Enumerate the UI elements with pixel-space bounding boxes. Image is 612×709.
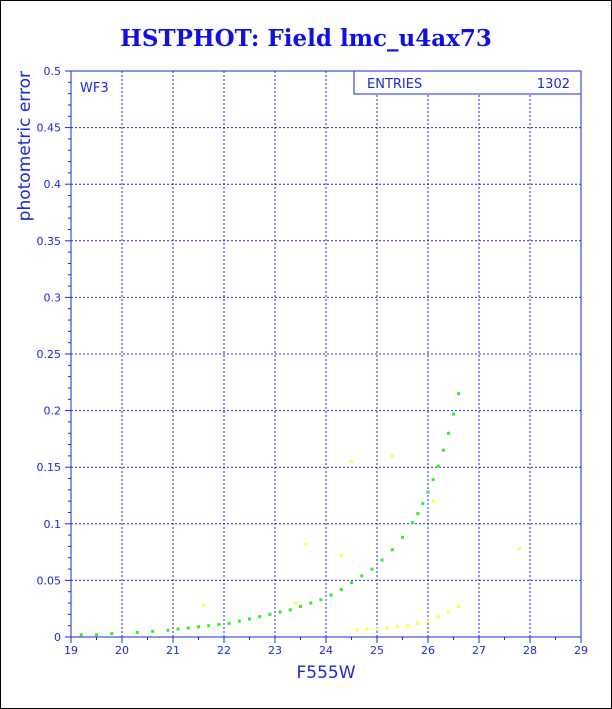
data-point bbox=[166, 628, 170, 632]
x-tick-label: 21 bbox=[166, 644, 180, 657]
data-point bbox=[248, 617, 251, 621]
data-point bbox=[339, 587, 343, 591]
x-tick-label: 27 bbox=[472, 644, 486, 657]
data-point bbox=[207, 624, 211, 628]
data-point bbox=[411, 521, 415, 525]
x-tick-label: 20 bbox=[115, 644, 129, 657]
data-point bbox=[339, 553, 343, 557]
data-point bbox=[110, 632, 114, 636]
data-point bbox=[518, 547, 522, 551]
data-point bbox=[268, 612, 272, 616]
data-point bbox=[304, 542, 308, 546]
x-tick-label: 19 bbox=[64, 644, 78, 657]
data-point bbox=[390, 548, 394, 552]
data-point bbox=[365, 627, 369, 631]
data-point bbox=[390, 454, 394, 458]
data-point bbox=[278, 610, 282, 614]
data-point bbox=[457, 604, 461, 608]
y-tick-label: 0.2 bbox=[44, 405, 62, 418]
data-point bbox=[79, 633, 83, 637]
data-point bbox=[258, 615, 262, 619]
data-point bbox=[360, 574, 364, 578]
data-point bbox=[227, 621, 231, 625]
data-point bbox=[350, 581, 353, 585]
y-tick-label: 0.25 bbox=[37, 348, 62, 361]
data-point bbox=[385, 626, 389, 630]
x-tick-label: 23 bbox=[268, 644, 282, 657]
y-tick-label: 0.35 bbox=[37, 235, 62, 248]
y-tick-label: 0.15 bbox=[37, 461, 62, 474]
data-point bbox=[95, 633, 98, 637]
y-axis-ticks: 0 0.05 0.1 0.15 0.2 0.25 0.3 0.35 0.4 0.45 0.5 bbox=[37, 65, 71, 644]
x-tick-label: 26 bbox=[421, 644, 435, 657]
panel-label: WF3 bbox=[80, 81, 109, 96]
y-tick-label: 0.3 bbox=[44, 291, 62, 304]
data-point bbox=[446, 610, 450, 614]
x-tick-label: 28 bbox=[523, 644, 537, 657]
data-point bbox=[288, 608, 292, 612]
data-point bbox=[186, 626, 190, 630]
data-point bbox=[395, 625, 399, 629]
y-tick-label: 0 bbox=[54, 631, 61, 644]
data-point bbox=[441, 448, 445, 452]
y-tick-label: 0.05 bbox=[37, 574, 62, 587]
x-tick-label: 24 bbox=[319, 644, 333, 657]
data-point bbox=[202, 603, 206, 607]
data-point bbox=[436, 464, 440, 468]
x-axis-label: F555W bbox=[296, 663, 355, 683]
x-tick-label: 29 bbox=[574, 644, 588, 657]
data-point bbox=[319, 598, 323, 602]
stats-entries-label: ENTRIES bbox=[367, 77, 422, 92]
data-point bbox=[446, 431, 450, 435]
y-tick-label: 0.4 bbox=[44, 178, 62, 191]
data-point bbox=[426, 619, 430, 623]
grid bbox=[71, 71, 581, 637]
data-point bbox=[452, 412, 455, 416]
data-point bbox=[457, 392, 461, 396]
data-point bbox=[421, 501, 425, 505]
data-point bbox=[431, 478, 435, 482]
data-point bbox=[151, 629, 155, 633]
data-points bbox=[79, 392, 522, 637]
x-tick-label: 25 bbox=[370, 644, 384, 657]
data-point bbox=[329, 593, 333, 597]
data-point bbox=[436, 615, 440, 619]
data-point bbox=[176, 627, 180, 631]
data-point bbox=[197, 625, 200, 629]
data-point bbox=[416, 621, 420, 625]
data-point bbox=[375, 627, 379, 631]
data-point bbox=[309, 601, 313, 605]
data-point bbox=[370, 567, 374, 571]
data-point bbox=[406, 624, 410, 628]
data-point bbox=[237, 619, 241, 623]
data-point bbox=[217, 623, 221, 627]
data-point bbox=[293, 601, 297, 605]
data-point bbox=[416, 512, 420, 516]
chart-title: HSTPHOT: Field lmc_u4ax73 bbox=[120, 25, 492, 52]
y-tick-label: 0.5 bbox=[44, 65, 62, 78]
x-axis-ticks: 19 20 21 22 23 24 25 26 27 28 29 bbox=[64, 637, 588, 657]
y-axis-label: photometric error bbox=[15, 71, 35, 221]
x-tick-label: 22 bbox=[217, 644, 231, 657]
y-tick-label: 0.45 bbox=[37, 122, 62, 135]
stats-box bbox=[353, 70, 582, 95]
data-point bbox=[350, 460, 353, 464]
data-point bbox=[355, 628, 359, 632]
stats-entries-value: 1302 bbox=[537, 77, 570, 92]
data-point bbox=[135, 630, 139, 634]
data-point bbox=[299, 604, 302, 608]
data-point bbox=[401, 535, 404, 539]
data-point bbox=[426, 490, 430, 494]
data-point bbox=[380, 558, 384, 562]
data-point bbox=[431, 499, 435, 503]
y-tick-label: 0.1 bbox=[44, 518, 62, 531]
